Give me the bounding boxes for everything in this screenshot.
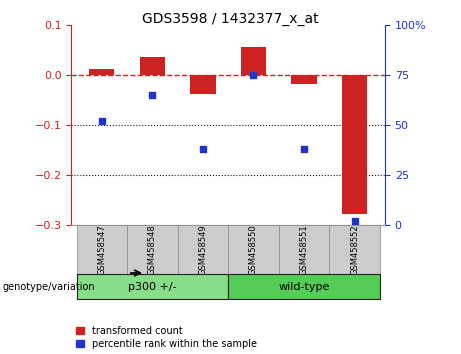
Bar: [177, 225, 228, 274]
Bar: [190, 75, 216, 94]
Bar: [279, 225, 329, 274]
Point: [301, 146, 308, 152]
Text: GSM458550: GSM458550: [249, 224, 258, 275]
Legend: transformed count, percentile rank within the sample: transformed count, percentile rank withi…: [77, 326, 257, 349]
Point: [250, 72, 257, 78]
Bar: [127, 225, 177, 274]
Bar: [228, 274, 380, 299]
Text: GDS3598 / 1432377_x_at: GDS3598 / 1432377_x_at: [142, 12, 319, 27]
Point: [98, 118, 106, 124]
Text: wild-type: wild-type: [278, 282, 330, 292]
Text: GSM458549: GSM458549: [198, 224, 207, 275]
Point: [148, 92, 156, 98]
Text: p300 +/-: p300 +/-: [128, 282, 177, 292]
Bar: [228, 225, 279, 274]
Bar: [342, 75, 367, 214]
Bar: [89, 69, 114, 75]
Point: [199, 146, 207, 152]
Text: GSM458552: GSM458552: [350, 224, 359, 275]
Point: [351, 218, 358, 224]
Text: genotype/variation: genotype/variation: [2, 282, 95, 292]
Bar: [140, 57, 165, 75]
Text: GSM458548: GSM458548: [148, 224, 157, 275]
Bar: [77, 225, 127, 274]
Bar: [241, 47, 266, 75]
Bar: [329, 225, 380, 274]
Bar: [77, 274, 228, 299]
Text: GSM458551: GSM458551: [300, 224, 308, 275]
Bar: [291, 75, 317, 84]
Text: GSM458547: GSM458547: [97, 224, 106, 275]
